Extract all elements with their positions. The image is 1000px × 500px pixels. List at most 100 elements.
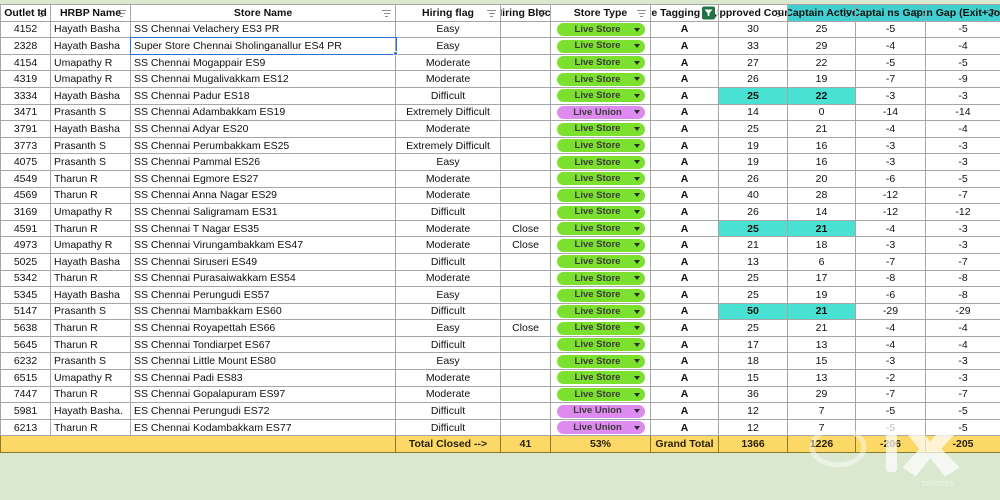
cell-captain-active[interactable]: 13 (787, 369, 856, 387)
cell-captain-gap-exit-joining[interactable]: -3 (925, 86, 1000, 105)
cell-store-tagging[interactable]: A (650, 335, 719, 354)
filter-dropdown-icon[interactable] (637, 9, 646, 17)
cell-hiring-block[interactable] (500, 86, 551, 105)
cell-hiring-flag[interactable]: Moderate (395, 219, 501, 238)
cell-hrbp-name[interactable]: Hayath Basha (50, 20, 131, 39)
cell-captain-active[interactable]: 15 (787, 352, 856, 371)
table-row[interactable]: 5638 Tharun R SS Chennai Royapettah ES66 Ea… (0, 319, 1000, 337)
cell-store-name[interactable]: SS Chennai Padi ES83 (130, 369, 396, 387)
store-type-pill[interactable]: Live Store (556, 139, 645, 153)
cell-hrbp-name[interactable]: Prasanth S (50, 352, 131, 371)
cell-store-type[interactable]: Live Store (550, 352, 651, 371)
cell-hiring-flag[interactable]: Moderate (395, 236, 501, 254)
cell-hiring-block[interactable] (500, 169, 551, 188)
chevron-down-icon[interactable] (633, 243, 640, 248)
cell-store-type[interactable]: Live Store (550, 20, 651, 39)
cell-approved-count[interactable]: 30 (718, 20, 788, 39)
cell-captains-gaps[interactable]: -4 (855, 335, 926, 354)
store-type-pill[interactable]: Live Store (556, 388, 645, 402)
cell-store-name[interactable]: SS Chennai Anna Nagar ES29 (130, 186, 396, 205)
cell-outlet-id[interactable]: 5638 (0, 319, 51, 337)
cell-outlet-id[interactable]: 5981 (0, 402, 51, 420)
cell-outlet-id[interactable]: 3169 (0, 203, 51, 221)
cell-captain-active[interactable]: 29 (787, 385, 856, 404)
cell-hiring-block[interactable] (500, 203, 551, 221)
cell-outlet-id[interactable]: 4591 (0, 219, 51, 238)
cell-captain-gap-exit-joining[interactable]: -4 (925, 120, 1000, 138)
store-type-pill[interactable]: Live Union (556, 105, 645, 119)
cell-store-tagging[interactable]: A (650, 86, 719, 105)
cell-approved-count[interactable]: 25 (718, 319, 788, 337)
cell-outlet-id[interactable]: 6213 (0, 418, 51, 437)
cell-hrbp-name[interactable]: Prasanth S (50, 302, 131, 321)
cell-hiring-flag[interactable]: Moderate (395, 369, 501, 387)
cell-approved-count[interactable]: 15 (718, 369, 788, 387)
cell-store-tagging[interactable]: A (650, 385, 719, 404)
cell-hiring-block[interactable] (500, 302, 551, 321)
cell-store-type[interactable]: Live Store (550, 269, 651, 288)
cell-captain-active[interactable]: 29 (787, 37, 856, 55)
chevron-down-icon[interactable] (633, 176, 640, 181)
cell-store-name[interactable]: SS Chennai Royapettah ES66 (130, 319, 396, 337)
table-row[interactable]: 5981 Hayath Basha. ES Chennai Perungudi ES… (0, 402, 1000, 420)
chevron-down-icon[interactable] (633, 309, 640, 314)
cell-captain-active[interactable]: 21 (787, 302, 856, 321)
cell-captain-gap-exit-joining[interactable]: -3 (925, 369, 1000, 387)
cell-approved-count[interactable]: 25 (718, 286, 788, 304)
column-header-captain_gap_exit_joining[interactable]: Captain Gap (Exit+Joinin g) (925, 4, 1000, 22)
cell-store-tagging[interactable]: A (650, 302, 719, 321)
cell-store-name[interactable]: SS Chennai Saligramam ES31 (130, 203, 396, 221)
table-row[interactable]: 6213 Tharun R ES Chennai Kodambakkam ES77 D… (0, 418, 1000, 437)
column-header-hrbp_name[interactable]: HRBP Name (50, 4, 131, 22)
chevron-down-icon[interactable] (633, 375, 640, 380)
store-type-pill[interactable]: Live Store (556, 271, 645, 285)
cell-captain-active[interactable]: 19 (787, 286, 856, 304)
chevron-down-icon[interactable] (633, 226, 640, 231)
cell-store-tagging[interactable]: A (650, 269, 719, 288)
chevron-down-icon[interactable] (633, 342, 640, 347)
cell-captains-gaps[interactable]: -7 (855, 70, 926, 88)
cell-hiring-flag[interactable]: Moderate (395, 70, 501, 88)
cell-outlet-id[interactable]: 4154 (0, 53, 51, 72)
cell-captains-gaps[interactable]: -12 (855, 186, 926, 205)
cell-hrbp-name[interactable]: Umapathy R (50, 203, 131, 221)
cell-store-tagging[interactable]: A (650, 219, 719, 238)
cell-captain-gap-exit-joining[interactable]: -29 (925, 302, 1000, 321)
filter-dropdown-icon[interactable] (117, 9, 126, 17)
cell-captain-active[interactable]: 16 (787, 153, 856, 171)
chevron-down-icon[interactable] (633, 392, 640, 397)
cell-hiring-block[interactable] (500, 20, 551, 39)
cell-approved-count[interactable]: 26 (718, 203, 788, 221)
table-row[interactable]: 4591 Tharun R SS Chennai T Nagar ES35 Moder… (0, 219, 1000, 238)
cell-hiring-flag[interactable]: Difficult (395, 335, 501, 354)
cell-captain-active[interactable]: 21 (787, 219, 856, 238)
chevron-down-icon[interactable] (633, 44, 640, 49)
cell-hrbp-name[interactable]: Tharun R (50, 418, 131, 437)
table-row[interactable]: 3471 Prasanth S SS Chennai Adambakkam ES19… (0, 103, 1000, 122)
cell-hrbp-name[interactable]: Tharun R (50, 269, 131, 288)
cell-approved-count[interactable]: 19 (718, 136, 788, 155)
cell-captains-gaps[interactable]: -3 (855, 153, 926, 171)
chevron-down-icon[interactable] (633, 93, 640, 98)
cell-captains-gaps[interactable]: -2 (855, 369, 926, 387)
cell-captains-gaps[interactable]: -3 (855, 352, 926, 371)
cell-store-tagging[interactable]: A (650, 352, 719, 371)
chevron-down-icon[interactable] (633, 110, 640, 115)
cell-hrbp-name[interactable]: Prasanth S (50, 136, 131, 155)
cell-hiring-block[interactable] (500, 186, 551, 205)
cell-hiring-block[interactable] (500, 252, 551, 271)
cell-hiring-block[interactable] (500, 352, 551, 371)
chevron-down-icon[interactable] (633, 60, 640, 65)
cell-store-tagging[interactable]: A (650, 402, 719, 420)
cell-store-tagging[interactable]: A (650, 153, 719, 171)
cell-captain-gap-exit-joining[interactable]: -4 (925, 319, 1000, 337)
cell-captains-gaps[interactable]: -5 (855, 20, 926, 39)
cell-outlet-id[interactable]: 5147 (0, 302, 51, 321)
cell-captain-gap-exit-joining[interactable]: -4 (925, 37, 1000, 55)
cell-hrbp-name[interactable]: Hayath Basha (50, 86, 131, 105)
table-row[interactable]: 2328 Hayath Basha Super Store Chennai Shol… (0, 37, 1000, 55)
cell-captain-active[interactable]: 13 (787, 335, 856, 354)
cell-store-type[interactable]: Live Store (550, 186, 651, 205)
cell-hrbp-name[interactable]: Tharun R (50, 186, 131, 205)
cell-captains-gaps[interactable]: -5 (855, 418, 926, 437)
